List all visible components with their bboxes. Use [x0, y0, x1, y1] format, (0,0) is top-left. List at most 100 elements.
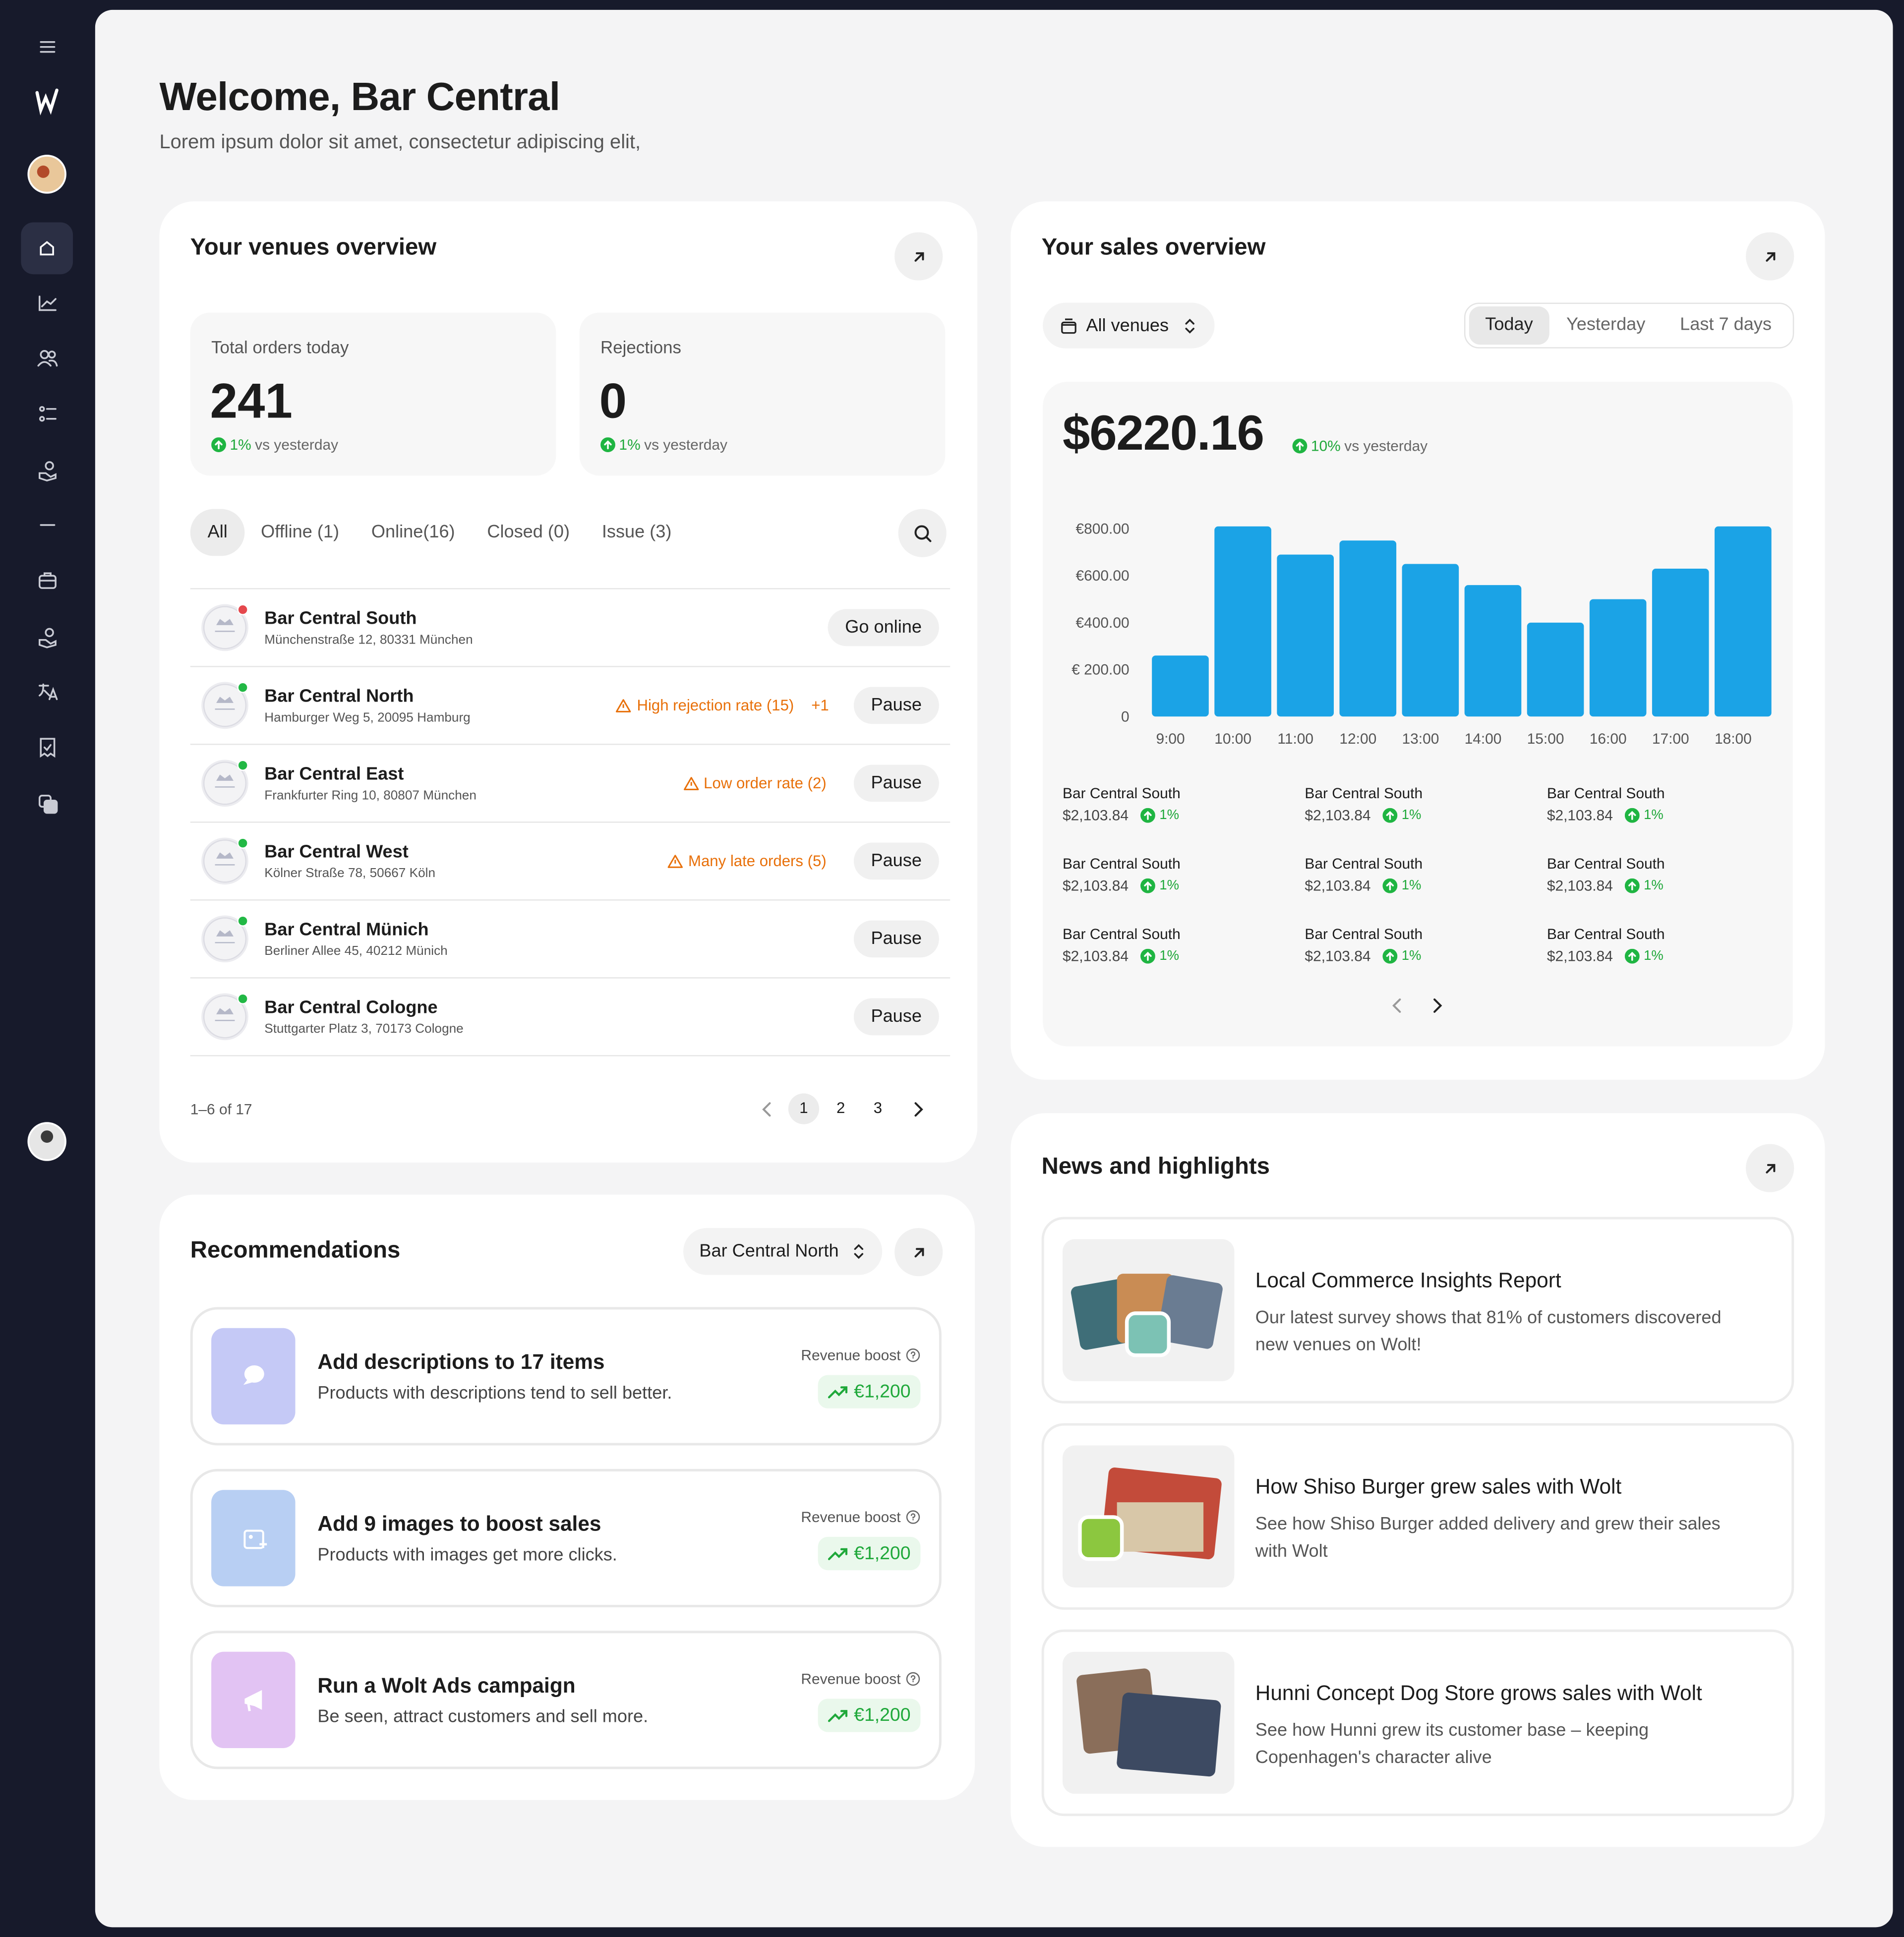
warning-text: Low order rate (2): [704, 774, 827, 792]
stat-box: Rejections 0 1% vs yesterday: [579, 312, 946, 476]
next-page[interactable]: [903, 1094, 933, 1124]
icon-part: [914, 525, 931, 542]
expand-button[interactable]: [894, 1228, 943, 1277]
nav-receipt[interactable]: [40, 738, 56, 758]
nav-list[interactable]: [39, 406, 57, 422]
icon-part: [244, 1690, 262, 1711]
period-tab[interactable]: Today: [1469, 306, 1549, 345]
change-value: 1%: [1401, 878, 1422, 893]
icon-part: [914, 525, 929, 539]
icon-part: [1765, 251, 1775, 261]
venue-address: Hamburger Weg 5, 20095 Hamburg: [264, 709, 471, 725]
nav-payouts[interactable]: [38, 628, 57, 648]
icon-part: [43, 744, 52, 752]
change-indicator: 1% vs yesterday: [211, 436, 338, 454]
filter-chip[interactable]: Offline (1): [261, 523, 340, 542]
expand-button[interactable]: [894, 232, 943, 281]
recommendation-item[interactable]: Run a Wolt Ads campaign Be seen, attract …: [190, 1631, 942, 1769]
breakdown-item: Bar Central South $2,103.84 1%: [1063, 855, 1181, 894]
page-number[interactable]: 3: [873, 1099, 883, 1117]
nav-people[interactable]: [37, 350, 58, 367]
venue-action-button[interactable]: Pause: [853, 920, 939, 958]
icon-part: [762, 1102, 771, 1116]
breakdown-row: $2,103.84 1%: [1063, 807, 1181, 824]
icon-part: [216, 1008, 234, 1014]
venue-action-button[interactable]: Pause: [853, 764, 939, 802]
venue-row[interactable]: Bar Central South Münchenstraße 12, 80331…: [190, 588, 951, 666]
icon-part: [906, 1348, 920, 1362]
x-tick-label: 14:00: [1465, 731, 1502, 747]
nav-analytics[interactable]: [38, 295, 57, 311]
venue-action-button[interactable]: Pause: [853, 687, 939, 724]
up-icon: [1383, 878, 1398, 893]
change-indicator: 1%: [1625, 808, 1664, 823]
icon-part: [1140, 948, 1156, 964]
status-dot: [237, 604, 248, 615]
icon-part: [1140, 808, 1156, 823]
venue-row[interactable]: Bar Central East Frankfurter Ring 10, 808…: [190, 744, 951, 822]
venue-logo: [201, 993, 248, 1041]
expand-button[interactable]: [1746, 1144, 1794, 1192]
recommendation-item[interactable]: Add descriptions to 17 items Products wit…: [190, 1307, 942, 1446]
icon-part: [925, 535, 931, 542]
filter-chip[interactable]: Issue (3): [601, 523, 672, 542]
venue-action-button[interactable]: Go online: [828, 609, 939, 646]
icon-part: [203, 839, 247, 883]
venue-row[interactable]: Bar Central Münich Berliner Allee 45, 402…: [190, 899, 951, 977]
breakdown-name: Bar Central South: [1547, 855, 1665, 873]
venue-info: Bar Central North Hamburger Weg 5, 20095 …: [264, 686, 616, 724]
icon-part: [616, 699, 632, 712]
news-item[interactable]: How Shiso Burger grew sales with Wolt See…: [1041, 1423, 1794, 1610]
news-item[interactable]: Hunni Concept Dog Store grows sales with…: [1041, 1629, 1794, 1817]
prev-page[interactable]: [753, 1094, 782, 1124]
nav-home[interactable]: [40, 241, 54, 256]
filter-chip[interactable]: All: [190, 509, 245, 556]
venue-action-button[interactable]: Pause: [853, 842, 939, 880]
venue-action-button[interactable]: Pause: [853, 998, 939, 1036]
page-number[interactable]: 1: [788, 1093, 820, 1124]
recommendation-glyph: [235, 1681, 272, 1718]
news-card: News and highlights Local Commerce Insigh…: [1011, 1113, 1825, 1847]
venue-row[interactable]: Bar Central Cologne Stuttgarter Platz 3, …: [190, 977, 951, 1055]
breakdown-next[interactable]: [1428, 997, 1446, 1014]
trend-icon: [828, 1708, 848, 1723]
boost-label: Revenue boost: [801, 1347, 901, 1364]
venue-avatar-detail: [37, 165, 50, 178]
logo: [35, 88, 59, 116]
change-indicator: 10% vs yesterday: [1292, 437, 1428, 455]
venue-row[interactable]: Bar Central North Hamburger Weg 5, 20095 …: [190, 666, 951, 744]
venue-address: Frankfurter Ring 10, 80807 München: [264, 787, 476, 803]
venue-selector[interactable]: All venues: [1043, 302, 1215, 349]
venue-logo-art: [201, 760, 248, 807]
recommendation-item[interactable]: Add 9 images to boost sales Products with…: [190, 1468, 942, 1607]
venue-selector[interactable]: Bar Central North: [683, 1228, 882, 1275]
page-number[interactable]: 2: [836, 1099, 845, 1117]
expand-button[interactable]: [1746, 232, 1794, 281]
boost-value: €1,200: [854, 1704, 911, 1726]
warning-text: High rejection rate (15): [637, 697, 794, 714]
nav-language[interactable]: [38, 683, 58, 701]
bar: [1589, 599, 1647, 717]
filter-chip[interactable]: Online(16): [371, 523, 455, 542]
breakdown-row: $2,103.84 1%: [1063, 947, 1181, 965]
menu-icon[interactable]: [40, 41, 56, 53]
x-tick-label: 11:00: [1277, 731, 1313, 747]
filter-chip[interactable]: Closed (0): [487, 523, 570, 542]
icon-part: [48, 351, 56, 359]
search-button[interactable]: [898, 509, 947, 557]
selector-icon: [1183, 317, 1197, 334]
nav-support[interactable]: [38, 795, 58, 814]
warning-icon: [667, 854, 683, 869]
period-tab[interactable]: Last 7 days: [1680, 315, 1772, 335]
x-tick-label: 9:00: [1156, 731, 1185, 747]
nav-payments[interactable]: [38, 461, 57, 482]
venue-row[interactable]: Bar Central West Kölner Straße 78, 50667 …: [190, 822, 951, 899]
news-item[interactable]: Local Commerce Insights Report Our latest…: [1041, 1217, 1794, 1404]
period-tab[interactable]: Yesterday: [1566, 315, 1646, 335]
venue-logo-art: [201, 604, 248, 651]
nav-briefcase[interactable]: [38, 572, 57, 589]
icon-part: [203, 995, 247, 1039]
up-icon: [1625, 948, 1640, 964]
breakdown-prev[interactable]: [1389, 997, 1406, 1014]
breakdown-name: Bar Central South: [1063, 925, 1181, 943]
